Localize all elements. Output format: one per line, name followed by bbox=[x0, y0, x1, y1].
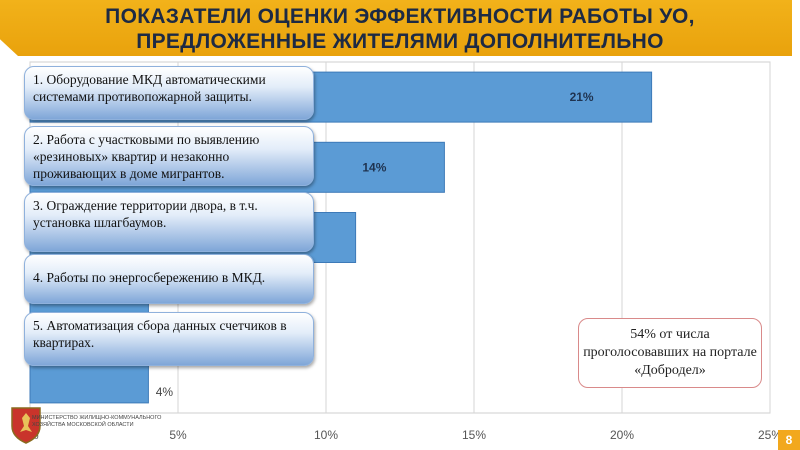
data-label: 4% bbox=[156, 385, 174, 399]
callout-1-text: Оборудование МКД автоматическими система… bbox=[33, 72, 266, 104]
callout-4-number: 4. bbox=[33, 270, 44, 285]
callout-1: 1. Оборудование МКД автоматическими сист… bbox=[24, 66, 314, 120]
page-title: ПОКАЗАТЕЛИ ОЦЕНКИ ЭФФЕКТИВНОСТИ РАБОТЫ У… bbox=[0, 4, 800, 54]
x-tick-label: 25% bbox=[758, 428, 782, 442]
ministry-label: Министерство жилищно-коммунального хозяй… bbox=[32, 415, 162, 428]
callout-5: 5. Автоматизация сбора данных счетчиков … bbox=[24, 312, 314, 366]
callout-1-number: 1. bbox=[33, 72, 44, 87]
x-tick-label: 15% bbox=[462, 428, 486, 442]
callout-4-text: Работы по энергосбережению в МКД. bbox=[46, 270, 266, 285]
x-tick-label: 5% bbox=[169, 428, 187, 442]
data-label: 14% bbox=[362, 160, 386, 174]
callout-3-number: 3. bbox=[33, 198, 44, 213]
page-number: 8 bbox=[778, 430, 800, 450]
page-title-line-2: ПРЕДЛОЖЕННЫЕ ЖИТЕЛЯМИ ДОПОЛНИТЕЛЬНО bbox=[136, 30, 664, 53]
page-title-line-1: ПОКАЗАТЕЛИ ОЦЕНКИ ЭФФЕКТИВНОСТИ РАБОТЫ У… bbox=[105, 5, 695, 28]
x-tick-label: 10% bbox=[314, 428, 338, 442]
callout-5-text: Автоматизация сбора данных счетчиков в к… bbox=[33, 318, 287, 350]
coat-of-arms-icon bbox=[11, 407, 41, 444]
x-tick-label: 20% bbox=[610, 428, 634, 442]
header-band bbox=[0, 0, 792, 56]
callout-2-text: Работа с участковыми по выявлению «резин… bbox=[33, 132, 260, 181]
callout-5-number: 5. bbox=[33, 318, 44, 333]
callout-3-text: Ограждение территории двора, в т.ч. уста… bbox=[33, 198, 258, 230]
callout-2-number: 2. bbox=[33, 132, 44, 147]
header: ПОКАЗАТЕЛИ ОЦЕНКИ ЭФФЕКТИВНОСТИ РАБОТЫ У… bbox=[0, 0, 800, 58]
info-box: 54% от числа проголосовавших на портале … bbox=[578, 318, 762, 388]
data-label: 21% bbox=[570, 90, 594, 104]
callout-2: 2. Работа с участковыми по выявлению «ре… bbox=[24, 126, 314, 186]
callout-3: 3. Ограждение территории двора, в т.ч. у… bbox=[24, 192, 314, 252]
callout-4: 4. Работы по энергосбережению в МКД. bbox=[24, 254, 314, 304]
